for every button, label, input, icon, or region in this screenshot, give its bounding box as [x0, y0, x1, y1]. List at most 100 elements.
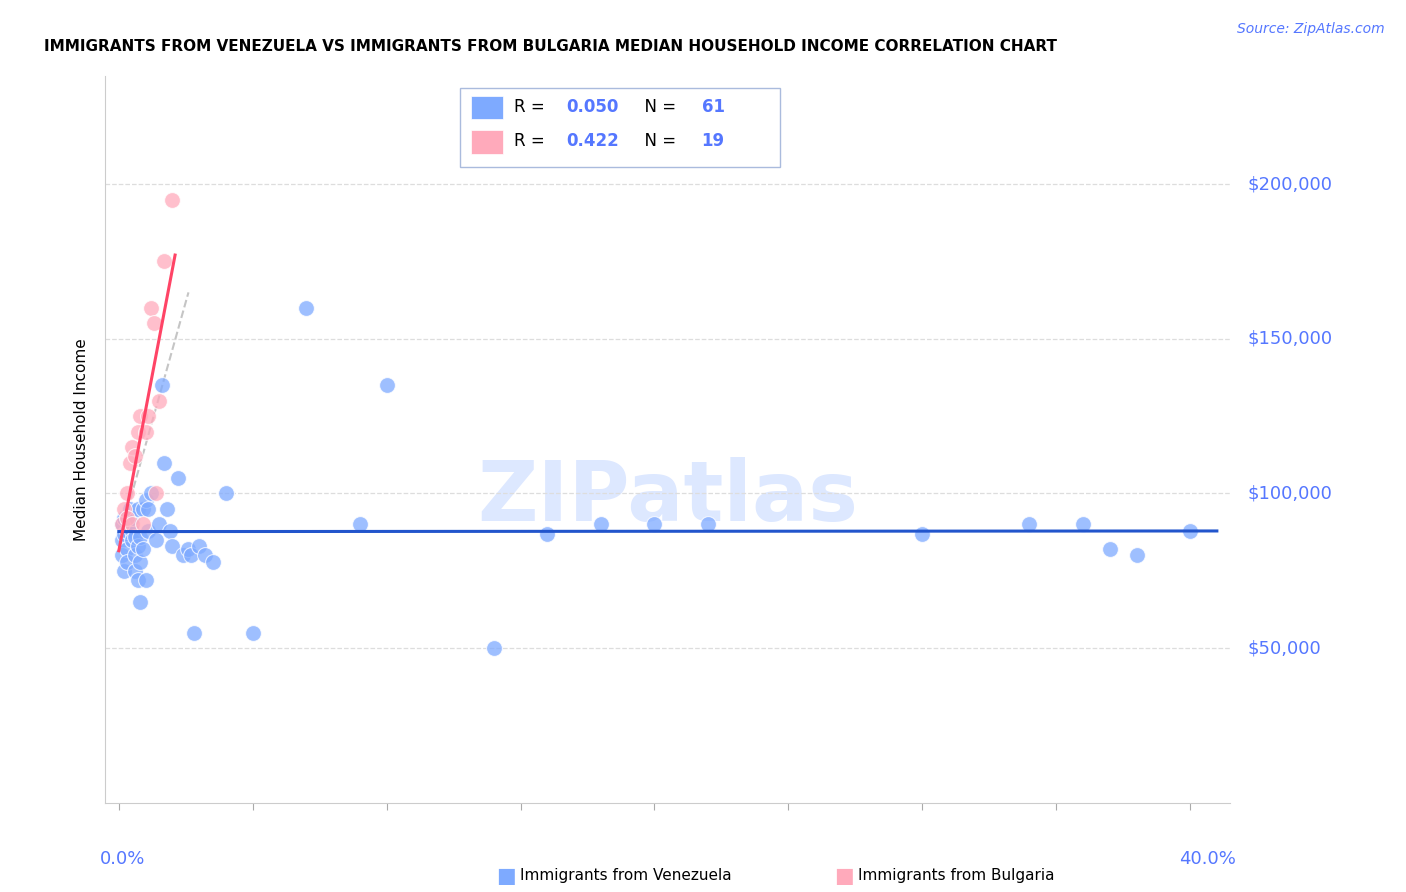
- Point: [110, 549, 132, 563]
- Point: [1125, 549, 1147, 563]
- Point: [188, 539, 211, 553]
- Point: [127, 425, 149, 439]
- Text: 40.0%: 40.0%: [1180, 850, 1236, 868]
- Point: [115, 524, 138, 538]
- Text: N =: N =: [634, 132, 682, 150]
- Point: [215, 486, 238, 500]
- Point: [697, 517, 720, 532]
- Point: [115, 486, 138, 500]
- Point: [124, 530, 146, 544]
- Text: 19: 19: [702, 132, 724, 150]
- Text: 0.0%: 0.0%: [100, 850, 145, 868]
- Point: [129, 554, 152, 568]
- Point: [148, 393, 170, 408]
- Point: [1071, 517, 1094, 532]
- Point: [132, 517, 155, 532]
- Text: R =: R =: [513, 132, 550, 150]
- Point: [1018, 517, 1040, 532]
- Point: [162, 193, 184, 207]
- Text: $200,000: $200,000: [1247, 175, 1331, 193]
- Point: [375, 378, 398, 392]
- Point: [1098, 542, 1121, 557]
- FancyBboxPatch shape: [471, 96, 502, 120]
- Text: Immigrants from Bulgaria: Immigrants from Bulgaria: [858, 869, 1054, 883]
- Point: [153, 254, 176, 268]
- Point: [112, 511, 135, 525]
- Point: [132, 542, 155, 557]
- Point: [536, 526, 558, 541]
- Point: [118, 517, 141, 532]
- Point: [150, 378, 173, 392]
- Point: [242, 625, 264, 640]
- Point: [145, 486, 167, 500]
- Point: [148, 517, 170, 532]
- Text: R =: R =: [513, 98, 550, 116]
- Text: 0.050: 0.050: [567, 98, 619, 116]
- Point: [118, 456, 141, 470]
- FancyBboxPatch shape: [471, 130, 502, 153]
- Point: [129, 409, 152, 423]
- Text: $150,000: $150,000: [1247, 330, 1333, 348]
- Point: [121, 517, 143, 532]
- Point: [124, 564, 146, 578]
- Point: [115, 511, 138, 525]
- Point: [115, 554, 138, 568]
- Point: [183, 625, 205, 640]
- Text: $50,000: $50,000: [1247, 640, 1320, 657]
- Point: [180, 549, 202, 563]
- Point: [136, 409, 159, 423]
- Point: [142, 316, 165, 330]
- Point: [115, 542, 138, 557]
- Text: IMMIGRANTS FROM VENEZUELA VS IMMIGRANTS FROM BULGARIA MEDIAN HOUSEHOLD INCOME CO: IMMIGRANTS FROM VENEZUELA VS IMMIGRANTS …: [44, 39, 1056, 54]
- Point: [124, 450, 146, 464]
- Point: [159, 524, 181, 538]
- Point: [166, 471, 188, 485]
- Point: [121, 511, 143, 525]
- Text: 61: 61: [702, 98, 724, 116]
- Text: ■: ■: [834, 866, 853, 886]
- Point: [127, 502, 149, 516]
- Point: [121, 440, 143, 454]
- Point: [295, 301, 318, 315]
- Point: [162, 539, 184, 553]
- Point: [132, 502, 155, 516]
- Point: [127, 539, 149, 553]
- Point: [145, 533, 167, 547]
- Point: [112, 526, 135, 541]
- Point: [110, 517, 132, 532]
- Point: [121, 533, 143, 547]
- Point: [1178, 524, 1201, 538]
- Y-axis label: Median Household Income: Median Household Income: [73, 338, 89, 541]
- Point: [127, 573, 149, 587]
- FancyBboxPatch shape: [460, 88, 780, 167]
- Point: [349, 517, 371, 532]
- Text: 0.422: 0.422: [567, 132, 620, 150]
- Text: ■: ■: [496, 866, 516, 886]
- Point: [124, 549, 146, 563]
- Point: [135, 425, 157, 439]
- Point: [110, 517, 132, 532]
- Point: [177, 542, 200, 557]
- Text: Immigrants from Venezuela: Immigrants from Venezuela: [520, 869, 733, 883]
- Point: [112, 564, 135, 578]
- Text: Source: ZipAtlas.com: Source: ZipAtlas.com: [1237, 22, 1385, 37]
- Point: [139, 486, 162, 500]
- Point: [136, 524, 159, 538]
- Point: [136, 502, 159, 516]
- Text: ZIPatlas: ZIPatlas: [478, 457, 858, 538]
- Point: [193, 549, 215, 563]
- Point: [110, 533, 132, 547]
- Text: N =: N =: [634, 98, 682, 116]
- Point: [135, 492, 157, 507]
- Point: [139, 301, 162, 315]
- Point: [482, 641, 505, 656]
- Point: [153, 456, 176, 470]
- Point: [121, 524, 143, 538]
- Point: [201, 554, 224, 568]
- Point: [129, 530, 152, 544]
- Point: [129, 595, 152, 609]
- Text: $100,000: $100,000: [1247, 484, 1331, 502]
- Point: [172, 549, 194, 563]
- Point: [643, 517, 665, 532]
- Point: [135, 573, 157, 587]
